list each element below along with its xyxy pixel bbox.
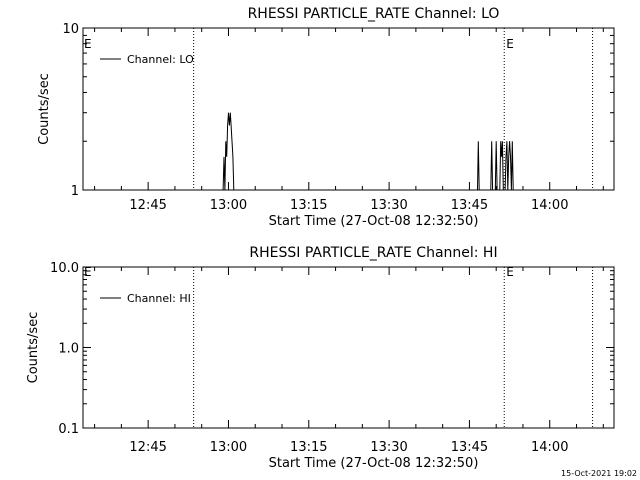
x-tick-label: 13:00 bbox=[210, 198, 247, 213]
x-tick-label: 13:30 bbox=[370, 440, 407, 455]
x-tick-label: 12:45 bbox=[129, 440, 166, 455]
y-axis-label: Counts/sec bbox=[26, 312, 41, 384]
y-tick-label: 1 bbox=[71, 184, 79, 199]
x-tick-label: 14:00 bbox=[531, 198, 568, 213]
y-tick-label: 1.0 bbox=[58, 342, 79, 357]
chart-title: RHESSI PARTICLE_RATE Channel: HI bbox=[249, 245, 497, 261]
x-tick-label: 13:30 bbox=[370, 198, 407, 213]
start-marker-label: E bbox=[84, 37, 92, 51]
event-marker-label: E bbox=[506, 37, 514, 51]
legend-label: Channel: HI bbox=[127, 292, 191, 305]
y-tick-label: 10.0 bbox=[50, 261, 79, 276]
y-tick-label: 10 bbox=[62, 22, 79, 37]
legend-label: Channel: LO bbox=[127, 53, 194, 66]
y-tick-label: 0.1 bbox=[58, 422, 79, 437]
chart-title: RHESSI PARTICLE_RATE Channel: LO bbox=[248, 6, 500, 22]
x-tick-label: 13:45 bbox=[451, 440, 488, 455]
y-axis-label: Counts/sec bbox=[37, 73, 52, 145]
x-tick-label: 13:15 bbox=[290, 440, 327, 455]
x-tick-label: 14:00 bbox=[531, 440, 568, 455]
x-tick-label: 13:00 bbox=[210, 440, 247, 455]
x-axis-label: Start Time (27-Oct-08 12:32:50) bbox=[269, 214, 479, 229]
chart-panel-lo: RHESSI PARTICLE_RATE Channel: LO 1 10 Count… bbox=[37, 6, 615, 229]
footer-timestamp: 15-Oct-2021 19:02 bbox=[561, 469, 637, 478]
x-tick-label: 13:15 bbox=[290, 198, 327, 213]
series-line bbox=[83, 112, 614, 191]
chart-panel-hi: RHESSI PARTICLE_RATE Channel: HI 0.1 1.0 10… bbox=[26, 245, 615, 471]
event-marker-label: E bbox=[506, 265, 514, 279]
x-tick-label: 12:45 bbox=[129, 198, 166, 213]
x-tick-label: 13:45 bbox=[451, 198, 488, 213]
start-marker-label: E bbox=[84, 265, 92, 279]
x-axis-label: Start Time (27-Oct-08 12:32:50) bbox=[269, 456, 479, 471]
